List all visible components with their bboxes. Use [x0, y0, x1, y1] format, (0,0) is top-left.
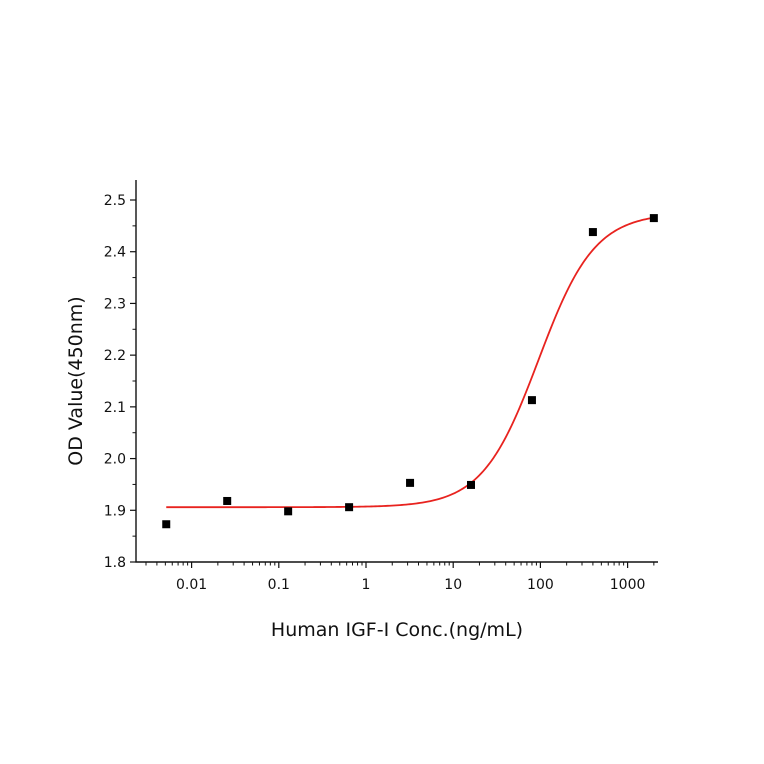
- data-point-marker: [588, 228, 597, 237]
- y-tick-label: 2.0: [104, 452, 126, 468]
- fit-curve-path: [166, 216, 655, 509]
- fit-curve: [166, 216, 655, 509]
- data-point-marker: [223, 496, 232, 505]
- y-tick-label: 2.4: [104, 245, 126, 261]
- x-tick-label: 1000: [610, 577, 646, 593]
- x-tick-label: 1: [362, 577, 371, 593]
- y-tick-label: 2.5: [104, 193, 126, 209]
- axes: 1.8 1.9 2.0 2.1 2.2 2.3 2.4 2.5 0.01 0.1 1 10 100 10…: [104, 180, 658, 593]
- data-point-marker: [406, 478, 415, 487]
- x-axis: 0.01 0.1 1 10 100 1000: [135, 561, 658, 593]
- y-tick-label: 1.8: [104, 555, 126, 571]
- data-point-marker: [527, 396, 536, 405]
- y-tick-label: 2.1: [104, 400, 126, 416]
- x-tick-label: 10: [444, 577, 462, 593]
- data-point-marker: [649, 214, 658, 223]
- x-axis-title: Human IGF-I Conc.(ng/mL): [271, 619, 523, 641]
- data-points: [162, 214, 658, 529]
- y-tick-label: 2.2: [104, 348, 126, 364]
- data-point-marker: [466, 480, 475, 489]
- x-tick-label: 0.1: [268, 577, 290, 593]
- y-tick-label: 2.3: [104, 296, 126, 312]
- y-axis-title: OD Value(450nm): [65, 296, 87, 465]
- x-tick-label: 0.01: [176, 577, 207, 593]
- y-tick-label: 1.9: [104, 503, 126, 519]
- data-point-marker: [284, 507, 293, 516]
- x-tick-label: 100: [527, 577, 554, 593]
- data-point-marker: [345, 503, 354, 512]
- data-point-marker: [162, 520, 171, 529]
- y-axis: 1.8 1.9 2.0 2.1 2.2 2.3 2.4 2.5: [104, 180, 137, 571]
